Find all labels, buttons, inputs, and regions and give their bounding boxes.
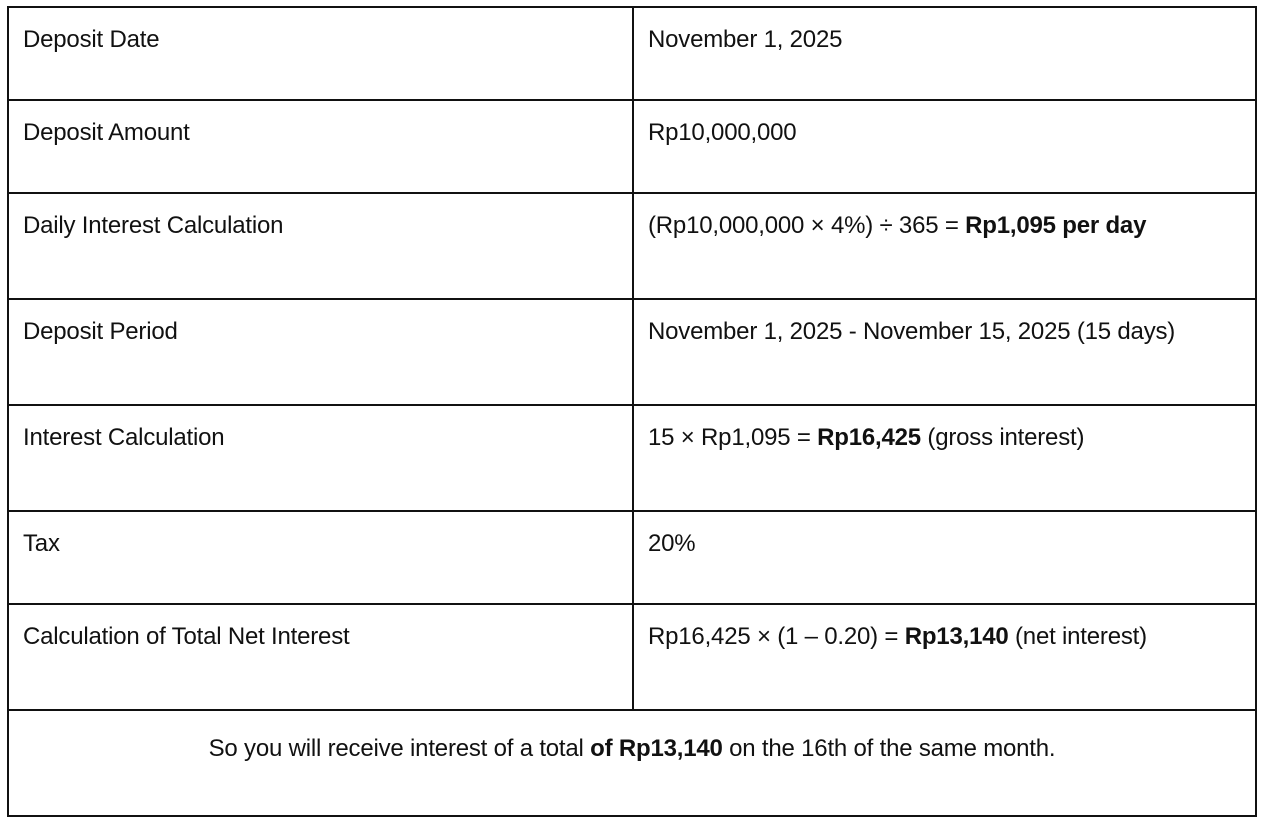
summary-row: So you will receive interest of a total … (7, 709, 1257, 817)
text-segment: (net interest) (1008, 623, 1147, 650)
table-row: Calculation of Total Net Interest Rp16,42… (7, 603, 1257, 711)
row-label: Tax (7, 510, 634, 605)
text-segment: November 1, 2025 (648, 26, 843, 53)
row-label: Deposit Date (7, 6, 634, 101)
table-row: Interest Calculation 15 × Rp1,095 = Rp16,… (7, 404, 1257, 512)
text-segment: November 1, 2025 - November 15, 2025 (15… (648, 318, 1176, 345)
row-label: Interest Calculation (7, 404, 634, 512)
text-segment: Rp10,000,000 (648, 119, 797, 146)
row-label: Daily Interest Calculation (7, 192, 634, 300)
bold-text: Rp1,095 per day (965, 212, 1147, 239)
table-row: Deposit Date November 1, 2025 (7, 6, 1257, 101)
table-row: Daily Interest Calculation (Rp10,000,000 … (7, 192, 1257, 300)
row-value: (Rp10,000,000 × 4%) ÷ 365 = Rp1,095 per … (632, 192, 1257, 300)
row-value: November 1, 2025 - November 15, 2025 (15… (632, 298, 1257, 406)
table-row: Deposit Amount Rp10,000,000 (7, 99, 1257, 194)
text-segment: 20% (648, 530, 696, 557)
text-segment: Rp16,425 × (1 – 0.20) = (648, 623, 905, 650)
row-label: Deposit Period (7, 298, 634, 406)
text-segment: on the 16th of the same month. (722, 735, 1056, 762)
text-segment: So you will receive interest of a total (208, 735, 591, 762)
text-segment: (gross interest) (920, 424, 1085, 451)
row-value: Rp10,000,000 (632, 99, 1257, 194)
bold-text: Rp13,140 (904, 623, 1009, 650)
interest-calculation-table: Deposit Date November 1, 2025 Deposit Amou… (7, 6, 1257, 817)
row-value: 15 × Rp1,095 = Rp16,425 (gross interest) (632, 404, 1257, 512)
row-label: Deposit Amount (7, 99, 634, 194)
row-value: Rp16,425 × (1 – 0.20) = Rp13,140 (net in… (632, 603, 1257, 711)
bold-text: Rp16,425 (817, 424, 921, 451)
table-row: Deposit Period November 1, 2025 - Novembe… (7, 298, 1257, 406)
summary-text: So you will receive interest of a total … (7, 709, 1257, 817)
text-segment: (Rp10,000,000 × 4%) ÷ 365 = (648, 212, 966, 239)
row-value: November 1, 2025 (632, 6, 1257, 101)
text-segment: 15 × Rp1,095 = (648, 424, 818, 451)
row-label: Calculation of Total Net Interest (7, 603, 634, 711)
row-value: 20% (632, 510, 1257, 605)
table-row: Tax 20% (7, 510, 1257, 605)
bold-text: of Rp13,140 (590, 735, 723, 762)
